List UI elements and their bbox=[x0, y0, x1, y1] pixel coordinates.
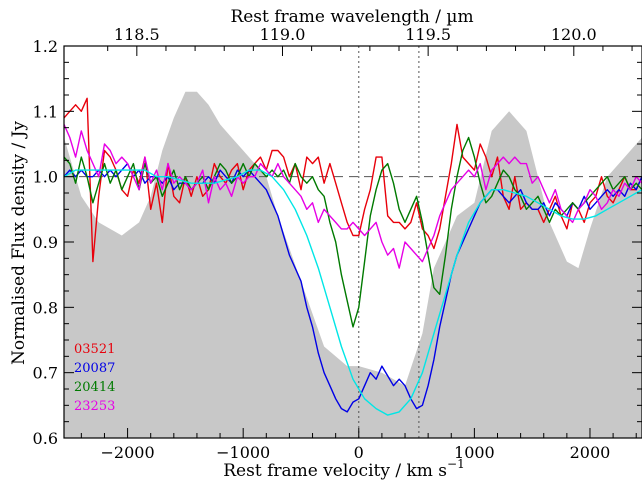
y-axis-title: Normalised Flux density / Jy bbox=[9, 121, 29, 365]
bottom-axis-title-main: Rest frame velocity / km s bbox=[223, 461, 447, 481]
plot-inner bbox=[64, 46, 642, 438]
series-line-model-4 bbox=[64, 169, 642, 416]
x-tick-label: −1000 bbox=[216, 443, 270, 462]
top-tick-label: 118.5 bbox=[114, 25, 160, 44]
top-axis-title: Rest frame wavelength / µm bbox=[230, 7, 473, 27]
y-tick-label: 0.6 bbox=[33, 429, 58, 448]
bottom-axis-title: Rest frame velocity / km s−1 bbox=[223, 457, 464, 481]
axes: −2000 −1000 0 1000 2000 0.6 0.7 0.8 0.9 1.0 1.1 1.2… bbox=[33, 25, 642, 462]
legend-label-20087: 20087 bbox=[74, 361, 115, 376]
legend-label-23253: 23253 bbox=[74, 399, 115, 414]
plot-area bbox=[64, 46, 642, 438]
grey-region bbox=[64, 91, 642, 438]
x-tick-label: 2000 bbox=[570, 443, 611, 462]
series-line-03521 bbox=[64, 97, 642, 263]
series-line-20414 bbox=[64, 136, 642, 328]
y-tick-label: 0.9 bbox=[33, 233, 58, 252]
legend: 03521 20087 20414 23253 bbox=[74, 342, 115, 414]
top-tick-label: 119.5 bbox=[405, 25, 451, 44]
top-tick-label: 119.0 bbox=[260, 25, 306, 44]
top-tick-label: 120.0 bbox=[551, 25, 597, 44]
legend-label-03521: 03521 bbox=[74, 342, 115, 357]
y-tick-label: 0.7 bbox=[33, 364, 58, 383]
y-tick-label: 1.0 bbox=[33, 168, 58, 187]
series-line-23253 bbox=[64, 124, 642, 269]
y-tick-label: 1.1 bbox=[33, 102, 58, 121]
legend-label-20414: 20414 bbox=[74, 380, 115, 395]
x-tick-label: 1000 bbox=[454, 443, 495, 462]
x-tick-label: 0 bbox=[354, 443, 364, 462]
y-tick-label: 1.2 bbox=[33, 37, 58, 56]
bottom-axis-title-exponent: −1 bbox=[447, 457, 465, 471]
y-tick-label: 0.8 bbox=[33, 298, 58, 317]
x-tick-label: −2000 bbox=[101, 443, 155, 462]
